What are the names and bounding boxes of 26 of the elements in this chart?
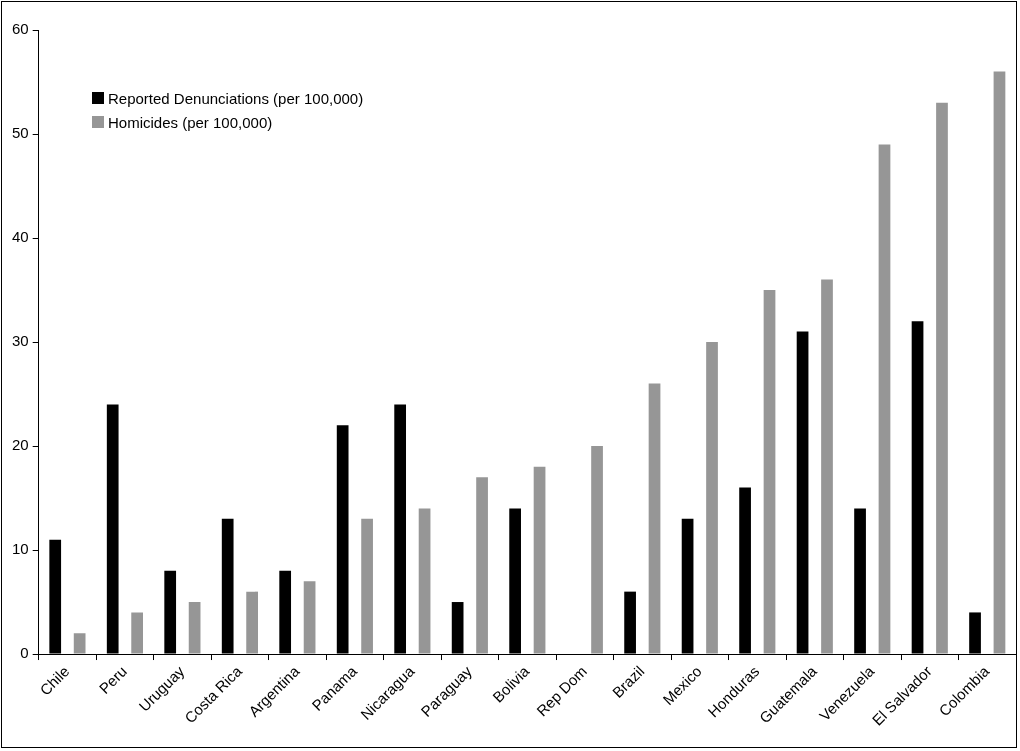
bar — [821, 279, 833, 654]
y-tick-label: 50 — [12, 124, 29, 142]
bar — [648, 383, 661, 654]
bar — [73, 633, 86, 654]
bar — [418, 508, 431, 654]
y-tick-label: 0 — [20, 644, 29, 662]
y-tick-label: 10 — [12, 540, 29, 558]
bar — [993, 71, 1006, 654]
y-tick-label: 20 — [12, 436, 29, 454]
legend-label: Reported Denunciations (per 100,000) — [108, 89, 364, 107]
bar — [533, 466, 546, 654]
bar — [361, 518, 373, 654]
bar — [878, 144, 891, 654]
bar — [476, 477, 488, 654]
bar — [303, 581, 316, 654]
bar — [706, 342, 718, 654]
bar — [246, 591, 258, 654]
y-tick-label: 40 — [12, 228, 29, 246]
y-tick-label: 30 — [12, 332, 29, 350]
y-tick-label: 60 — [12, 20, 29, 38]
bar — [936, 102, 948, 654]
bar — [591, 446, 603, 654]
bar — [763, 290, 776, 654]
bar — [188, 602, 201, 654]
bar — [131, 612, 143, 654]
legend-label: Homicides (per 100,000) — [108, 113, 273, 131]
